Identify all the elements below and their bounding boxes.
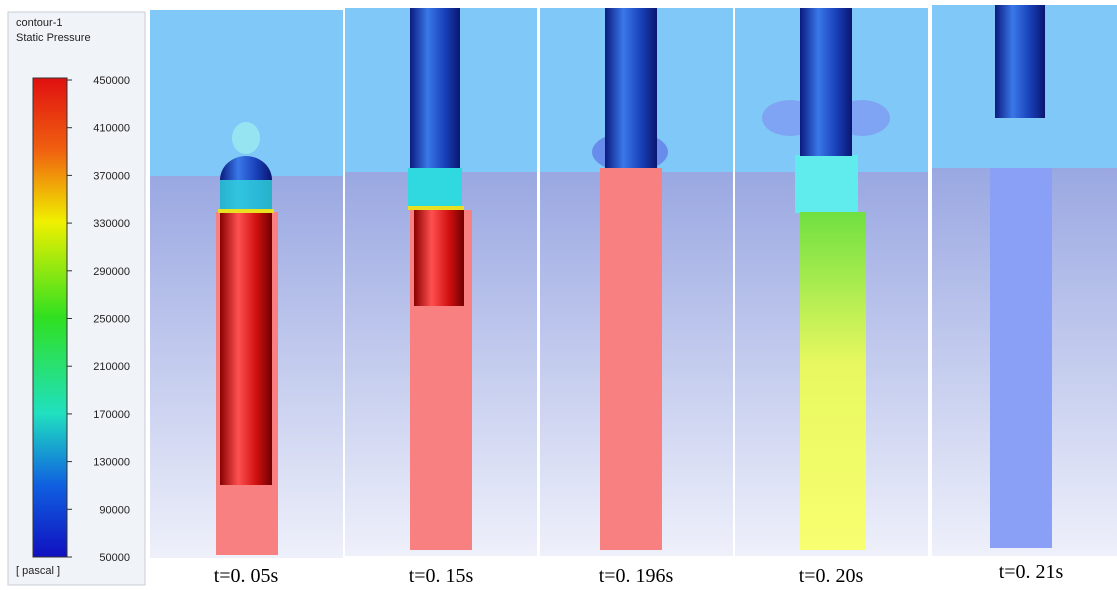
colorbar-tick-label: 410000	[93, 123, 130, 135]
legend-unit: [ pascal ]	[16, 565, 60, 577]
panel-label: t=0. 20s	[799, 565, 864, 587]
colorbar-tick-label: 250000	[93, 314, 130, 326]
panel-label: t=0. 05s	[214, 565, 279, 587]
panel	[735, 8, 928, 556]
panel	[150, 10, 343, 558]
legend-panel	[8, 12, 145, 585]
colorbar-tick-label: 50000	[99, 552, 130, 564]
colorbar-tick-label: 450000	[93, 75, 130, 87]
colorbar	[33, 78, 67, 557]
panel-label: t=0. 21s	[999, 561, 1064, 583]
colorbar-tick-label: 330000	[93, 218, 130, 230]
colorbar-tick-label: 370000	[93, 170, 130, 182]
panel-label: t=0. 196s	[599, 565, 674, 587]
panel-label: t=0. 15s	[409, 565, 474, 587]
colorbar-tick-label: 210000	[93, 361, 130, 373]
legend-title: contour-1	[16, 17, 62, 29]
panel	[932, 5, 1117, 556]
figure: contour-1 Static Pressure [ pascal ]	[0, 0, 1117, 590]
panel	[345, 8, 537, 556]
colorbar-tick-label: 130000	[93, 457, 130, 469]
legend-title: Static Pressure	[16, 32, 91, 44]
colorbar-tick-label: 290000	[93, 266, 130, 278]
colorbar-tick-label: 90000	[99, 504, 130, 516]
colorbar-tick-label: 170000	[93, 409, 130, 421]
panel	[540, 8, 733, 556]
